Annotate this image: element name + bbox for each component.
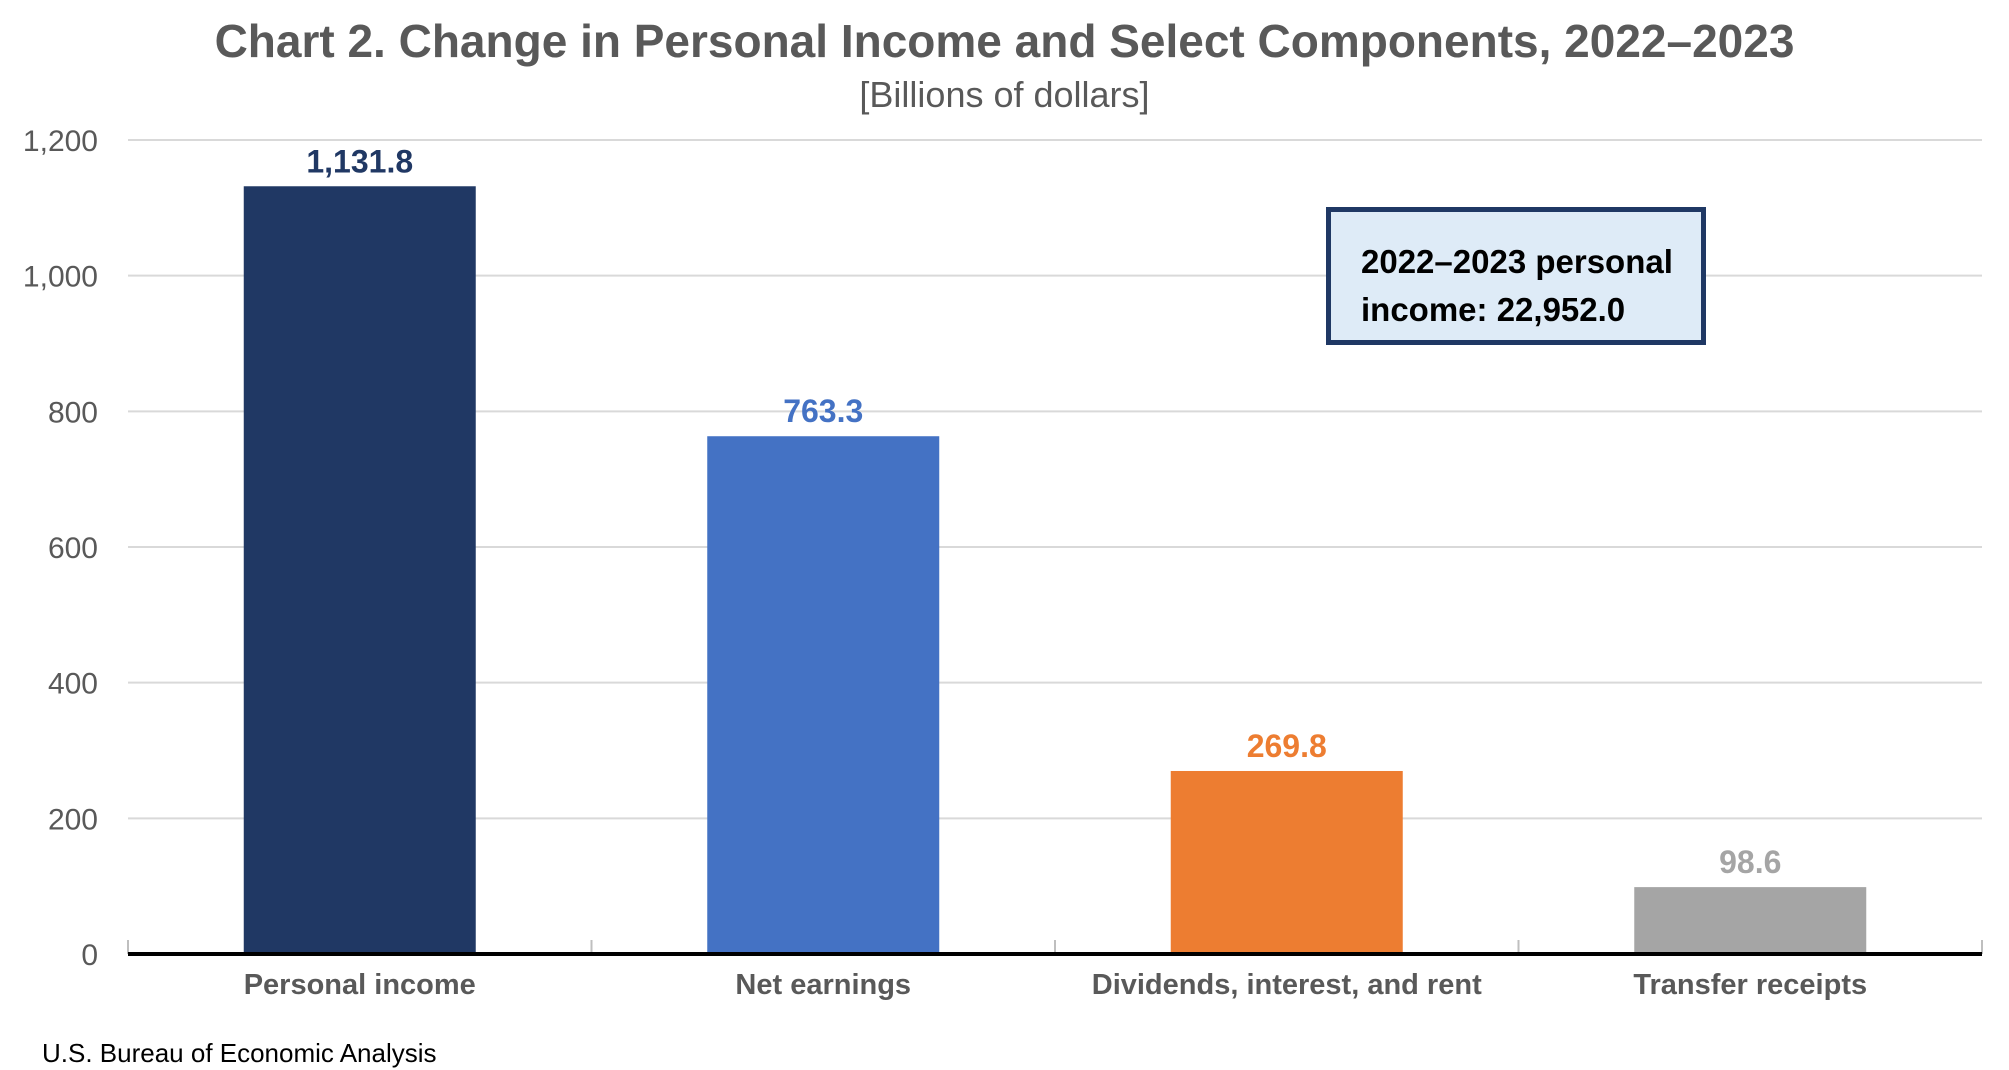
y-tick-label: 400 [48,668,98,701]
x-axis-ticks: Personal income Net earnings Dividends, in… [127,940,1983,1001]
data-label: 763.3 [783,393,863,429]
y-tick-label: 0 [81,939,98,972]
y-tick-label: 200 [48,803,98,836]
annotation-line-1: 2022–2023 personal [1361,243,1673,280]
y-tick-label: 600 [48,532,98,565]
x-tick-label: Personal income [244,969,476,1001]
data-label: 1,131.8 [306,143,413,179]
source-note: U.S. Bureau of Economic Analysis [42,1038,437,1068]
data-label: 98.6 [1719,844,1781,880]
bar [1634,887,1867,954]
bars [243,186,1867,955]
data-label: 269.8 [1247,728,1327,764]
chart-subtitle: [Billions of dollars] [859,74,1150,115]
y-tick-label: 1,000 [23,261,98,294]
bar [707,436,940,955]
data-labels: 1,131.8 763.3 269.8 98.6 [306,143,1781,880]
bar [1170,770,1403,954]
chart-title: Chart 2. Change in Personal Income and S… [214,15,1795,67]
x-tick-label: Dividends, interest, and rent [1092,969,1482,1001]
x-tick-label: Net earnings [735,969,911,1001]
bar [243,186,476,954]
x-tick-label: Transfer receipts [1633,969,1867,1001]
y-tick-label: 800 [48,396,98,429]
y-axis-ticks: 0 200 400 600 800 1,000 1,200 [23,125,98,972]
annotation-line-2: income: 22,952.0 [1361,291,1626,328]
annotation-box: 2022–2023 personal income: 22,952.0 [1326,207,1706,345]
y-tick-label: 1,200 [23,125,98,158]
